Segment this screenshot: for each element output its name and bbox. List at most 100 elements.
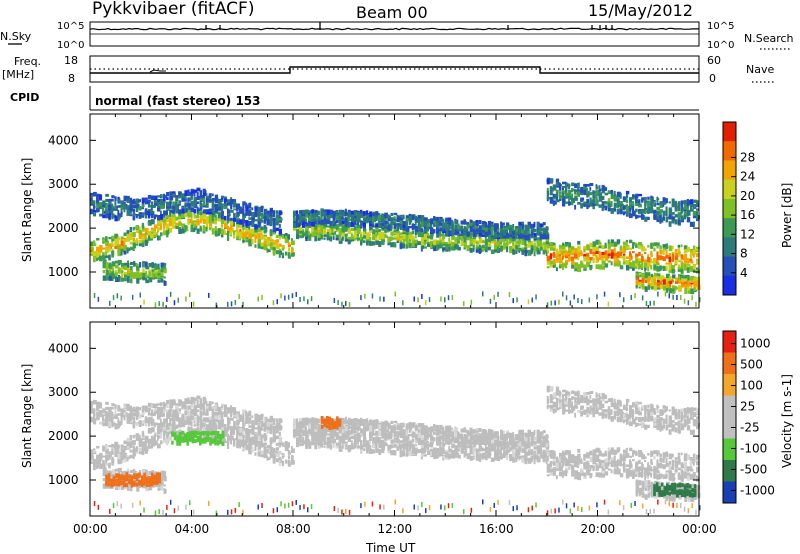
power-cell [583, 253, 587, 258]
power-cell [299, 230, 303, 234]
power-cell [656, 217, 660, 223]
power-cell [641, 283, 645, 289]
power-cell [592, 192, 596, 198]
velocity-cell [202, 427, 207, 432]
velocity-cell [326, 443, 330, 449]
power-cell [266, 213, 270, 219]
power-cell [375, 215, 378, 220]
velocity-cell [211, 436, 215, 441]
power-cell [500, 238, 503, 243]
power-cell [430, 218, 434, 225]
power-cell [616, 252, 620, 259]
power-cell [433, 245, 437, 252]
velocity-cell [353, 438, 357, 442]
power-cell [169, 212, 172, 216]
power-cell [353, 232, 357, 238]
date-title: 15/May/2012 [588, 1, 693, 20]
velocity-cell [347, 433, 350, 439]
power-cell [494, 249, 497, 253]
power-cell [390, 242, 394, 248]
velocity-cell [96, 466, 99, 470]
power-cell [337, 300, 339, 305]
power-cell [390, 231, 394, 236]
power-cell [144, 229, 148, 235]
power-cell [653, 300, 655, 306]
power-cell [678, 285, 682, 291]
power-cell [512, 226, 515, 230]
power-cell [317, 210, 320, 215]
power-cell [619, 255, 624, 259]
power-cell [224, 223, 228, 227]
power-cell [533, 250, 536, 257]
velocity-cell [129, 435, 132, 440]
freq-panel: Freq. [MHz] 18 8 60 0 Nave [2, 54, 776, 85]
velocity-cell [163, 431, 166, 437]
power-cell [689, 199, 694, 205]
power-cell [647, 202, 651, 208]
power-cell [211, 215, 214, 222]
power-cell [320, 234, 323, 240]
noise-sky-line [89, 27, 699, 31]
velocity-cell [254, 445, 257, 451]
power-cell [369, 223, 373, 227]
power-cell [308, 210, 312, 215]
power-cell [693, 284, 696, 288]
power-cell [629, 262, 633, 267]
power-cell [102, 254, 105, 259]
power-cell [558, 250, 561, 255]
power-cell [574, 262, 579, 268]
power-cell [668, 201, 671, 204]
power-cell [625, 190, 630, 195]
power-cell [680, 207, 684, 211]
power-cell [583, 256, 587, 262]
power-cell [686, 217, 691, 223]
power-cell [420, 231, 425, 237]
velocity-cell [233, 440, 236, 447]
power-cell [332, 234, 335, 238]
power-cell [217, 199, 221, 204]
power-cell [144, 237, 148, 243]
power-cell [598, 256, 602, 261]
power-cell [509, 239, 512, 244]
power-cell [669, 288, 673, 294]
power-cell [157, 204, 160, 211]
power-cell [625, 256, 630, 259]
velocity-cell [123, 450, 126, 454]
power-cell [647, 196, 650, 200]
power-cell [224, 230, 227, 235]
power-cell [414, 230, 417, 236]
power-cell [475, 245, 479, 248]
power-cell [622, 255, 626, 262]
power-cell [211, 200, 215, 207]
power-cell [105, 262, 109, 268]
power-cell [399, 224, 404, 229]
power-cell [399, 220, 403, 224]
power-cell [669, 283, 672, 287]
power-cell [344, 218, 349, 224]
power-cell [120, 250, 123, 256]
power-cell [251, 228, 255, 235]
power-cell [111, 266, 114, 272]
power-cell [163, 223, 166, 229]
power-cell [172, 210, 176, 214]
power-cell [408, 234, 412, 239]
power-cell [120, 295, 122, 301]
power-cell [281, 234, 284, 238]
velocity-cell [242, 440, 246, 445]
power-cell [202, 216, 205, 219]
power-cell [242, 201, 246, 206]
power-cell [574, 266, 578, 269]
power-cell [562, 200, 566, 207]
power-cell [669, 275, 672, 281]
power-cell [662, 267, 667, 271]
power-cell [568, 183, 571, 188]
power-cell [363, 217, 367, 223]
power-cell [142, 262, 146, 267]
velocity-cell [230, 429, 233, 434]
power-cell [659, 214, 662, 219]
power-cell [472, 239, 477, 244]
power-cell [696, 280, 699, 285]
power-cell [150, 233, 155, 239]
power-cell [133, 274, 137, 279]
power-cell [260, 220, 264, 223]
